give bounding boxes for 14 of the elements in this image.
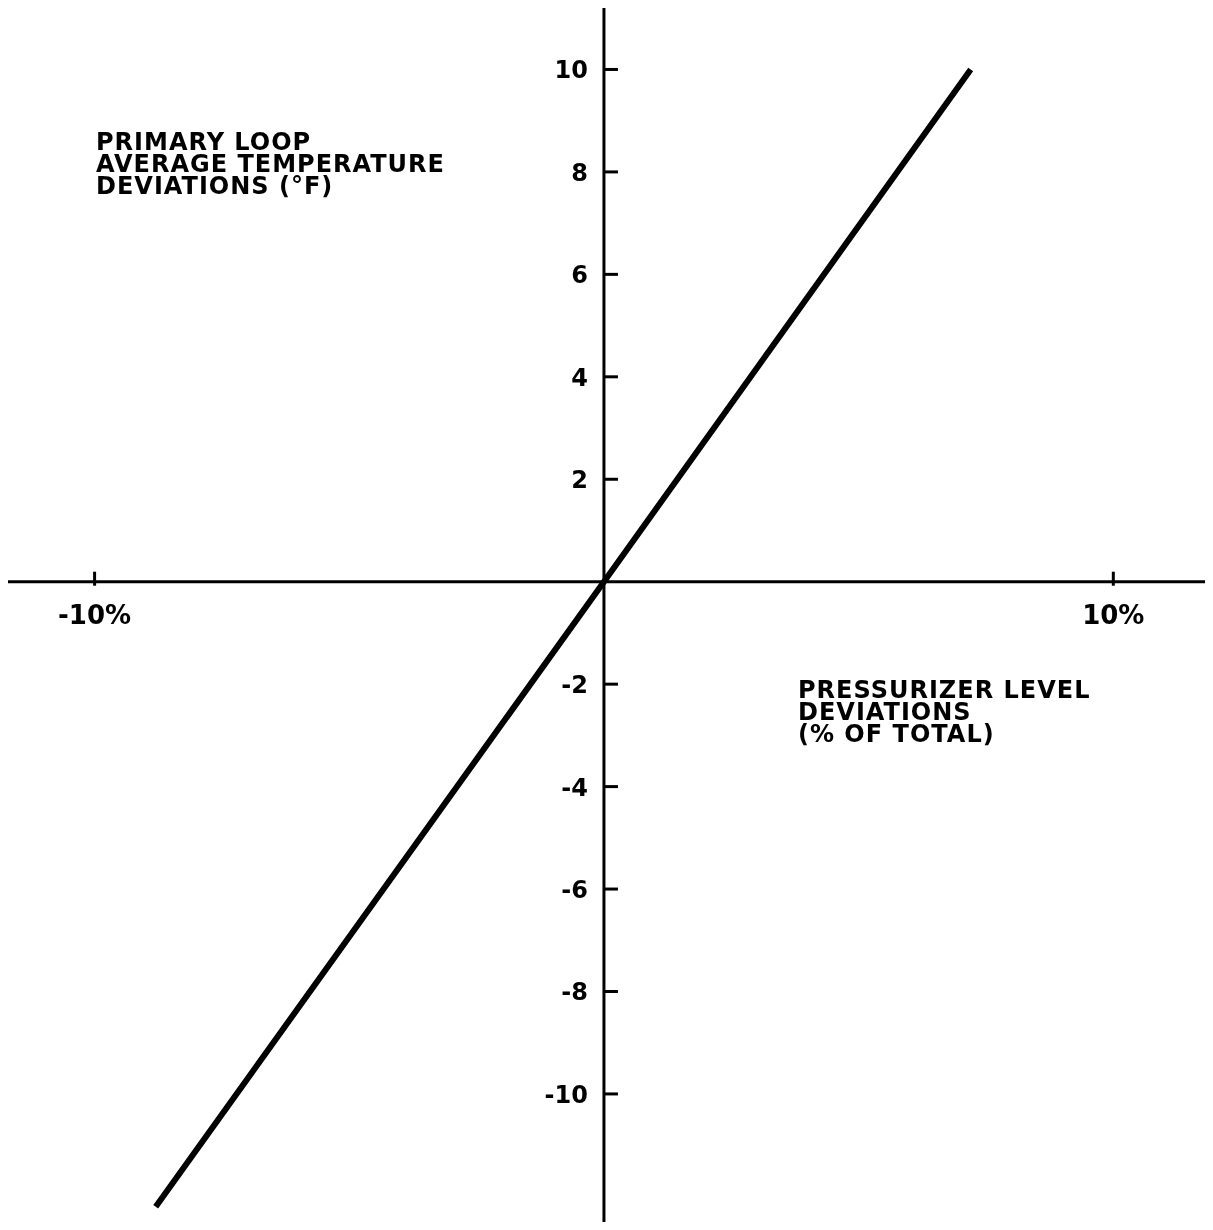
y-tick-label: 8	[571, 158, 588, 187]
y-tick-label: -6	[561, 876, 588, 905]
x-tick-label: 10%	[1082, 599, 1145, 630]
y-tick-label: 6	[571, 261, 588, 290]
y-axis-title: PRIMARY LOOP AVERAGE TEMPERATURE DEVIATIONS (°F)	[96, 128, 445, 200]
y-tick-label: 10	[554, 56, 588, 85]
y-tick-label: 4	[571, 363, 588, 392]
x-tick-label: -10%	[58, 599, 132, 630]
y-tick-label: -2	[561, 671, 588, 700]
x-axis-title: PRESSURIZER LEVEL DEVIATIONS (% OF TOTAL)	[798, 676, 1091, 748]
y-tick-label: -8	[561, 978, 588, 1007]
y-tick-label: -4	[561, 773, 588, 802]
y-tick-label: -10	[544, 1080, 588, 1109]
y-tick-label: 2	[571, 466, 588, 495]
